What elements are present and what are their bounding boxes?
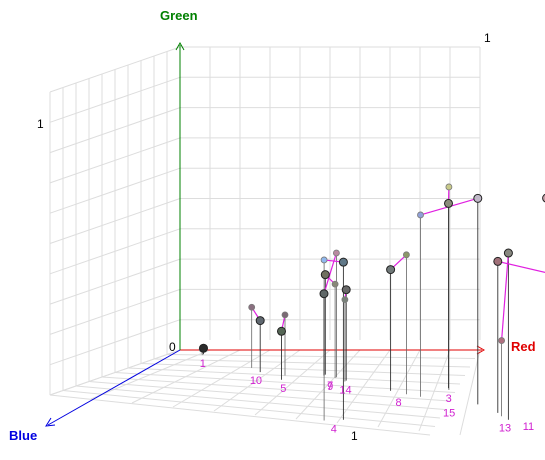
data-point-a bbox=[331, 280, 339, 288]
data-point-a bbox=[320, 256, 328, 264]
green-axis-arrowhead bbox=[175, 41, 185, 51]
data-point-a bbox=[402, 251, 410, 259]
data-point-b bbox=[444, 198, 453, 208]
red-axis-arrowhead bbox=[476, 345, 486, 355]
axes-layer bbox=[45, 41, 486, 427]
grid-line bbox=[153, 358, 471, 368]
data-point-a bbox=[341, 296, 349, 304]
point-label: 8 bbox=[395, 397, 401, 409]
point-label: 5 bbox=[280, 383, 286, 395]
data-point-b bbox=[277, 326, 286, 336]
data-point-b bbox=[319, 289, 329, 299]
data-point-a bbox=[445, 183, 453, 191]
data-point-b bbox=[320, 270, 330, 280]
data-point-a bbox=[248, 303, 256, 311]
green-axis-title: Green bbox=[160, 8, 198, 23]
point-label: 14 bbox=[339, 384, 351, 396]
data-point-b bbox=[338, 257, 348, 267]
point-label: 10 bbox=[250, 375, 262, 387]
grid-line bbox=[336, 349, 391, 424]
data-point-b bbox=[473, 193, 483, 203]
data-point-b bbox=[542, 193, 545, 203]
grid-line bbox=[459, 349, 481, 436]
tick-label-z-max: 1 bbox=[351, 429, 358, 443]
grid-line bbox=[49, 46, 181, 93]
data-point-b bbox=[199, 343, 208, 353]
tick-label-y-max: 1 bbox=[37, 117, 44, 131]
grid-line bbox=[75, 385, 441, 419]
grid-line bbox=[295, 349, 361, 420]
tick-label-x-max: 1 bbox=[484, 31, 491, 45]
pair-connector bbox=[501, 253, 509, 341]
point-label: 3 bbox=[446, 393, 452, 405]
point-label: 9 bbox=[327, 381, 333, 393]
point-label: 11 bbox=[523, 421, 534, 433]
data-point-a bbox=[498, 337, 506, 344]
grid-line bbox=[127, 367, 461, 385]
grid-line bbox=[49, 167, 181, 214]
grid-line bbox=[62, 390, 436, 427]
grid-line bbox=[101, 376, 451, 402]
blue-axis-line bbox=[47, 349, 181, 426]
pair-connector bbox=[323, 252, 337, 294]
grid-line bbox=[49, 76, 181, 123]
data-point-a bbox=[281, 311, 289, 319]
data-point-b bbox=[503, 248, 513, 258]
point-labels: 123456789101112131415 bbox=[200, 358, 534, 436]
grid-line bbox=[49, 394, 431, 436]
data-point-a bbox=[332, 249, 340, 257]
point-label: 4 bbox=[331, 424, 337, 436]
grid-layer bbox=[49, 46, 481, 436]
data-points bbox=[198, 183, 545, 353]
pair-connector bbox=[497, 260, 545, 273]
grid-line bbox=[49, 137, 181, 184]
blue-axis-title: Blue bbox=[9, 428, 37, 443]
data-point-b bbox=[341, 285, 351, 295]
data-point-b bbox=[493, 256, 503, 266]
grid-line bbox=[418, 349, 451, 432]
red-axis-title: Red bbox=[511, 339, 536, 354]
data-point-b bbox=[386, 265, 396, 275]
grid-line bbox=[166, 354, 476, 359]
grid-line bbox=[49, 198, 181, 244]
grid-line bbox=[49, 107, 181, 154]
data-point-b bbox=[255, 316, 265, 326]
tick-label-origin: 0 bbox=[169, 340, 176, 354]
point-label: 15 bbox=[443, 407, 455, 419]
blue-axis-arrowhead bbox=[45, 417, 56, 427]
point-label: 1 bbox=[200, 358, 206, 370]
grid-line bbox=[88, 381, 446, 410]
drop-lines bbox=[201, 186, 509, 421]
point-label: 13 bbox=[499, 423, 511, 435]
grid-line bbox=[140, 363, 466, 376]
point-label: 7 bbox=[327, 380, 333, 392]
grid-line bbox=[377, 349, 421, 428]
data-point-a bbox=[417, 211, 424, 219]
